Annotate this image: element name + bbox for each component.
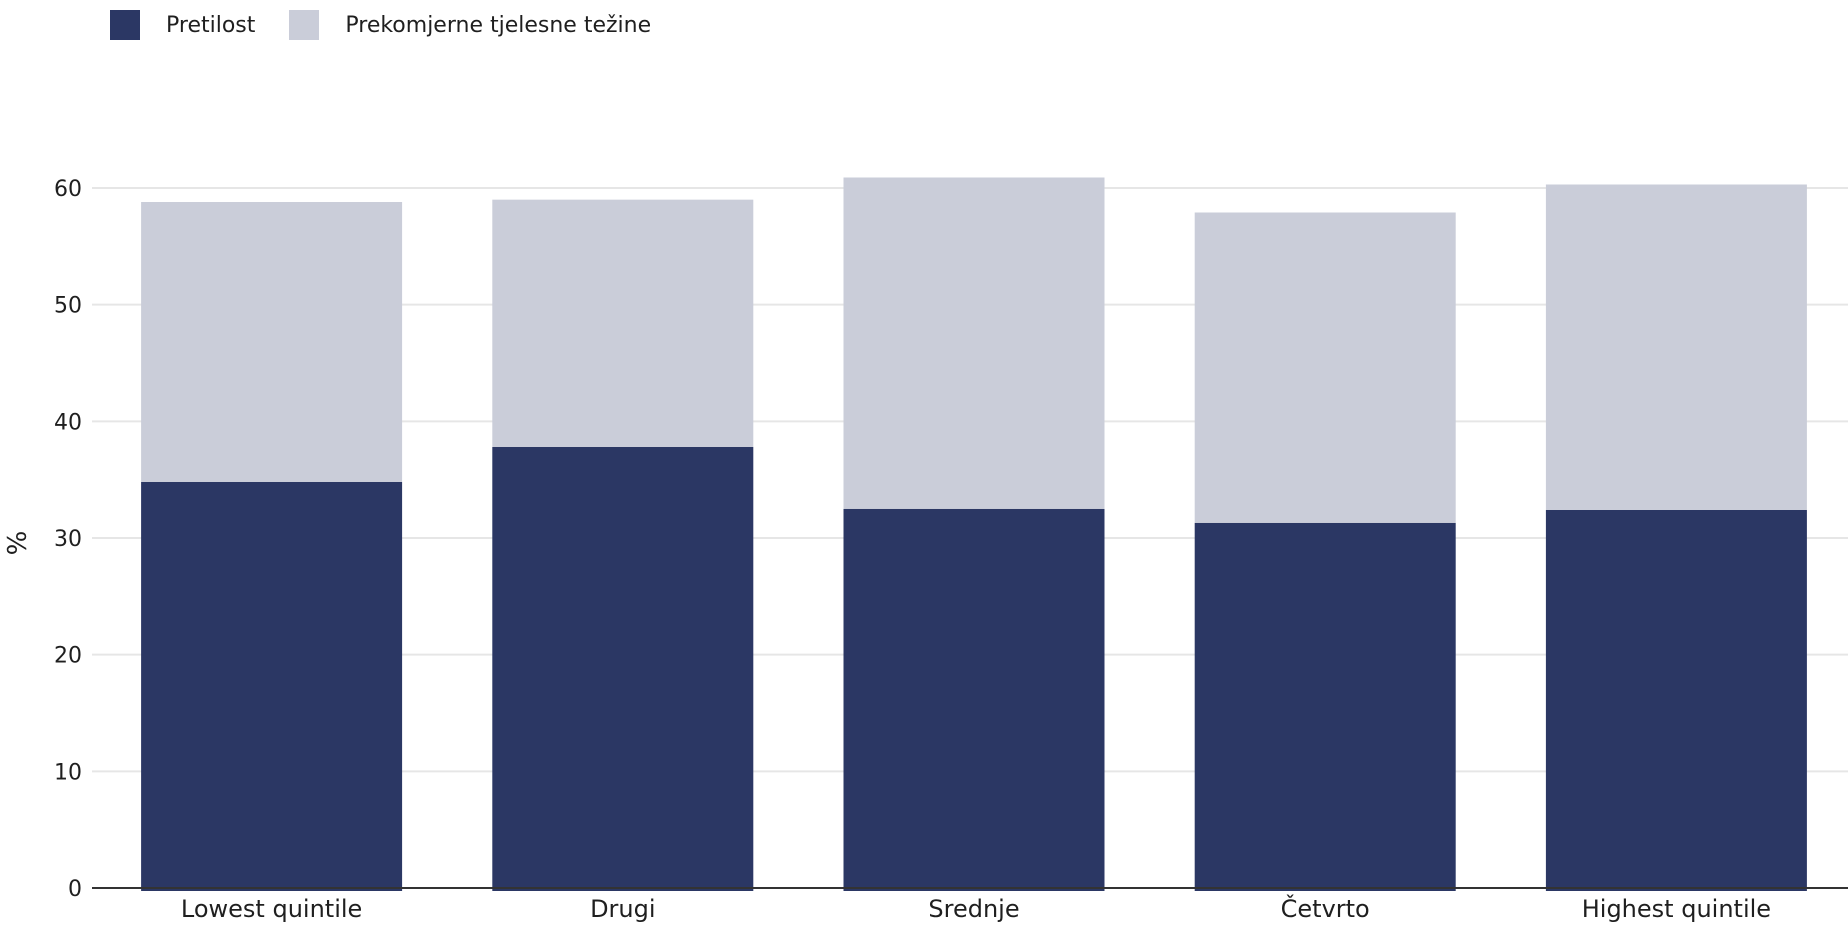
bar-prekomjerne-4[interactable] [1545,184,1807,511]
bar-pretilost-1[interactable] [492,447,754,891]
legend-item-prekomjerne[interactable]: Prekomjerne tjelesne težine [289,10,651,40]
x-tick-label-0: Lowest quintile [181,895,362,923]
y-axis-title: % [3,531,33,556]
y-tick-label-30: 30 [54,527,82,552]
y-tick-label-60: 60 [54,177,82,202]
x-tick-label-1: Drugi [590,895,655,923]
legend-label-prekomjerne: Prekomjerne tjelesne težine [345,12,652,38]
bar-prekomjerne-3[interactable] [1194,212,1456,523]
legend-swatch-pretilost [110,10,140,40]
legend-swatch-prekomjerne [289,10,320,40]
legend: Pretilost Prekomjerne tjelesne težine [110,10,685,40]
bar-pretilost-2[interactable] [843,508,1105,891]
legend-item-pretilost[interactable]: Pretilost [110,10,255,40]
bar-prekomjerne-1[interactable] [492,199,754,447]
y-tick-label-20: 20 [54,644,82,669]
bar-prekomjerne-0[interactable] [141,202,403,482]
y-tick-label-50: 50 [54,294,82,319]
legend-label-pretilost: Pretilost [166,12,256,38]
y-tick-label-10: 10 [54,760,82,785]
y-tick-label-40: 40 [54,410,82,435]
x-tick-label-2: Srednje [928,895,1019,923]
x-tick-label-4: Highest quintile [1582,895,1771,923]
bar-pretilost-0[interactable] [141,482,403,891]
bar-prekomjerne-2[interactable] [843,177,1105,509]
bar-pretilost-3[interactable] [1194,522,1456,891]
y-tick-label-0: 0 [68,877,82,902]
x-tick-label-3: Četvrto [1281,893,1370,923]
bar-pretilost-4[interactable] [1545,510,1807,891]
